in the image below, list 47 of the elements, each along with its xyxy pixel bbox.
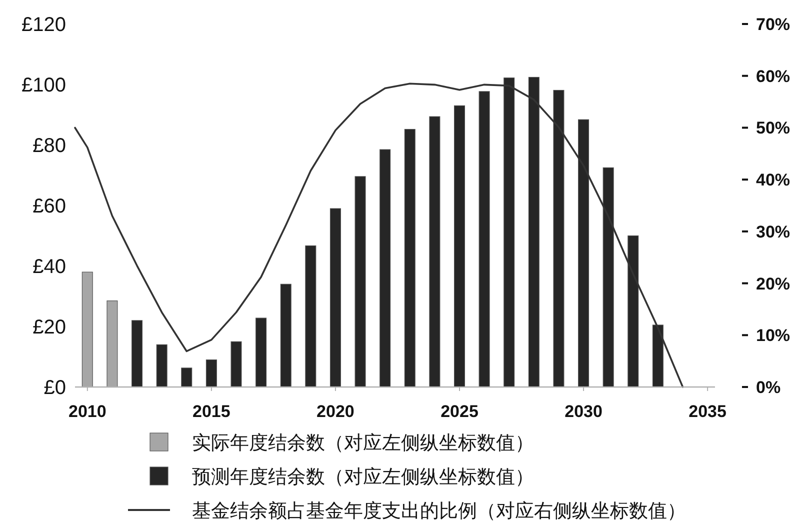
y-tick-label: £20 xyxy=(32,316,66,338)
y-tick-label: £60 xyxy=(32,196,66,218)
legend-label: 预测年度结余数（对应左侧纵坐标数值） xyxy=(192,466,534,488)
bar xyxy=(354,176,366,388)
y2-tick-label: 10% xyxy=(756,326,790,346)
bar xyxy=(478,91,490,388)
bar xyxy=(206,359,217,388)
bar xyxy=(553,90,564,388)
y-tick-label: £100 xyxy=(22,74,66,96)
bar xyxy=(429,116,440,388)
bar xyxy=(330,208,341,388)
y2-tick-label: 30% xyxy=(756,222,790,242)
bar xyxy=(132,320,143,388)
bar xyxy=(305,245,316,388)
x-tick-label: 2025 xyxy=(440,402,478,421)
bar xyxy=(454,105,466,388)
y-tick-label: £0 xyxy=(44,377,66,399)
y2-tick-label: 40% xyxy=(756,170,790,190)
y2-tick-label: 20% xyxy=(756,274,790,294)
x-tick-label: 2035 xyxy=(688,402,726,421)
x-tick-label: 2030 xyxy=(564,402,602,421)
bar xyxy=(181,368,192,388)
x-tick-label: 2020 xyxy=(316,402,354,421)
bar xyxy=(380,149,391,388)
y2-tick-label: 50% xyxy=(756,118,790,138)
y2-tick-label: 0% xyxy=(756,378,781,397)
bar xyxy=(652,324,664,388)
bar xyxy=(602,167,614,388)
y2-tick-label: 70% xyxy=(756,15,790,34)
x-tick-label: 2015 xyxy=(192,402,230,421)
bar xyxy=(156,344,168,388)
bar xyxy=(628,235,639,388)
bar xyxy=(280,284,292,388)
bar xyxy=(578,119,590,388)
bar xyxy=(230,341,242,388)
bar xyxy=(528,76,540,388)
legend-label: 基金结余额占基金年度支出的比例（对应右侧纵坐标数值） xyxy=(192,500,686,522)
line-series xyxy=(74,82,684,388)
bar xyxy=(256,318,267,388)
bar xyxy=(404,128,416,388)
x-tick-label: 2010 xyxy=(68,402,106,421)
y-tick-label: £120 xyxy=(22,14,66,36)
bar xyxy=(504,78,515,388)
y-tick-label: £40 xyxy=(32,256,66,278)
legend-label: 实际年度结余数（对应左侧纵坐标数值） xyxy=(192,432,534,454)
y-tick-label: £80 xyxy=(32,135,66,157)
y2-tick-label: 60% xyxy=(756,66,790,86)
